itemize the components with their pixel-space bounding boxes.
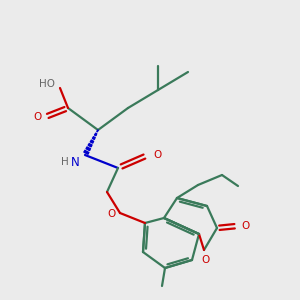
Text: H: H bbox=[61, 157, 69, 167]
Polygon shape bbox=[97, 130, 98, 132]
Text: HO: HO bbox=[39, 79, 55, 89]
Polygon shape bbox=[90, 140, 94, 143]
Text: O: O bbox=[107, 209, 115, 219]
Text: N: N bbox=[70, 155, 80, 169]
Text: O: O bbox=[33, 112, 41, 122]
Text: O: O bbox=[202, 255, 210, 265]
Polygon shape bbox=[94, 133, 97, 136]
Polygon shape bbox=[84, 150, 89, 154]
Text: O: O bbox=[242, 221, 250, 231]
Polygon shape bbox=[92, 137, 95, 140]
Polygon shape bbox=[86, 147, 90, 151]
Polygon shape bbox=[88, 144, 92, 147]
Text: O: O bbox=[153, 150, 161, 160]
